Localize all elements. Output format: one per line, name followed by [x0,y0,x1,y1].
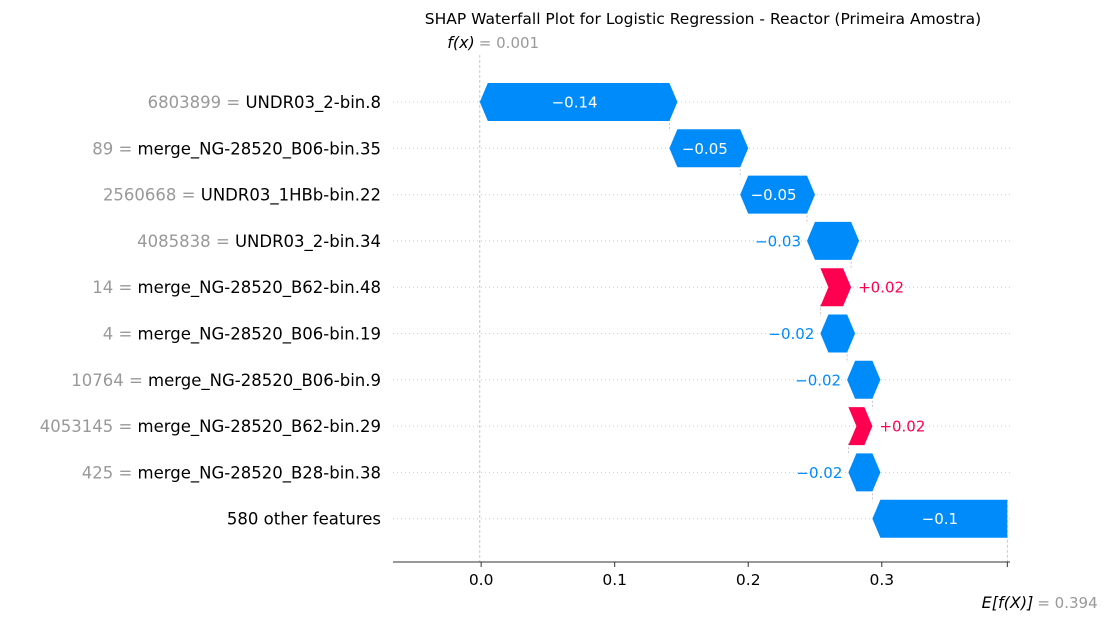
bar-value-label: −0.05 [751,186,797,204]
efx-value: = 0.394 [1037,594,1097,612]
bar-7 [847,360,881,399]
efx-annotation: E[f(X)] = 0.394 [982,593,1098,612]
feature-name: UNDR03_2-bin.34 [235,232,381,252]
connector-lines [479,55,1008,566]
feature-name: merge_NG-28520_B06-bin.9 [148,371,381,391]
bar-1 [479,83,678,121]
x-tick-label: 0.1 [602,571,627,589]
fx-value: = 0.001 [479,34,539,52]
bar-value-label: −0.03 [755,232,801,250]
feature-value: 89 = [92,139,137,158]
feature-name: 580 other features [227,510,381,529]
bar-3 [740,175,815,214]
bar-value-label: −0.14 [552,94,598,112]
feature-label: 425 = merge_NG-28520_B28-bin.38 [82,463,381,483]
x-tick-label: 0.3 [869,571,894,589]
feature-label: 4 = merge_NG-28520_B06-bin.19 [103,325,381,345]
bar-labels: −0.14 −0.05 −0.05 −0.03 +0.02 −0.02 −0.02 +0.02… [552,94,959,529]
bar-value-label: −0.02 [796,464,842,482]
feature-name: merge_NG-28520_B06-bin.19 [138,325,381,345]
bar-value-label: −0.02 [768,325,814,343]
feature-name: merge_NG-28520_B06-bin.35 [138,139,381,159]
fx-annotation: f(x) = 0.001 [447,33,539,52]
feature-label: 6803899 = UNDR03_2-bin.8 [148,93,381,113]
feature-value: 10764 = [71,371,148,390]
bar-5 [820,268,852,307]
feature-label: 14 = merge_NG-28520_B62-bin.48 [92,278,381,298]
bar-6 [820,314,856,353]
chart-title: SHAP Waterfall Plot for Logistic Regress… [425,10,981,28]
feature-name: merge_NG-28520_B62-bin.48 [138,278,381,298]
bar-value-label: −0.1 [922,510,958,528]
feature-value: 4085838 = [137,232,235,251]
feature-label: 4085838 = UNDR03_2-bin.34 [137,232,381,252]
feature-label: 580 other features [227,510,381,529]
feature-name: merge_NG-28520_B62-bin.29 [138,417,381,437]
bar-value-label: +0.02 [858,279,904,297]
bars [479,83,1008,538]
x-tick-label: 0.0 [469,571,494,589]
bar-8 [848,407,873,446]
fx-label: f(x) [447,33,475,52]
feature-name: UNDR03_2-bin.8 [245,93,381,113]
feature-value: 6803899 = [148,93,246,112]
feature-value: 2560668 = [103,186,201,205]
feature-label: 10764 = merge_NG-28520_B06-bin.9 [71,371,381,391]
bar-4 [807,221,860,260]
feature-labels: 6803899 = UNDR03_2-bin.8 89 = merge_NG-28… [40,93,381,529]
feature-label: 4053145 = merge_NG-28520_B62-bin.29 [40,417,381,437]
x-tick-label: 0.2 [736,571,761,589]
bar-9 [848,453,881,492]
feature-label: 2560668 = UNDR03_1HBb-bin.22 [103,186,381,206]
bar-2 [669,129,749,168]
feature-value: 4 = [103,325,138,344]
x-axis: 0.0 0.1 0.2 0.3 [393,561,1010,589]
feature-value: 4053145 = [40,417,138,436]
feature-value: 425 = [82,463,138,482]
efx-label: E[f(X)] [982,593,1034,612]
bar-value-label: −0.05 [682,140,728,158]
bar-value-label: −0.02 [795,371,841,389]
feature-label: 89 = merge_NG-28520_B06-bin.35 [92,139,381,159]
bar-value-label: +0.02 [879,418,925,436]
feature-name: UNDR03_1HBb-bin.22 [201,186,381,206]
feature-value: 14 = [92,278,137,297]
bar-10 [872,499,1008,538]
feature-name: merge_NG-28520_B28-bin.38 [138,463,381,483]
